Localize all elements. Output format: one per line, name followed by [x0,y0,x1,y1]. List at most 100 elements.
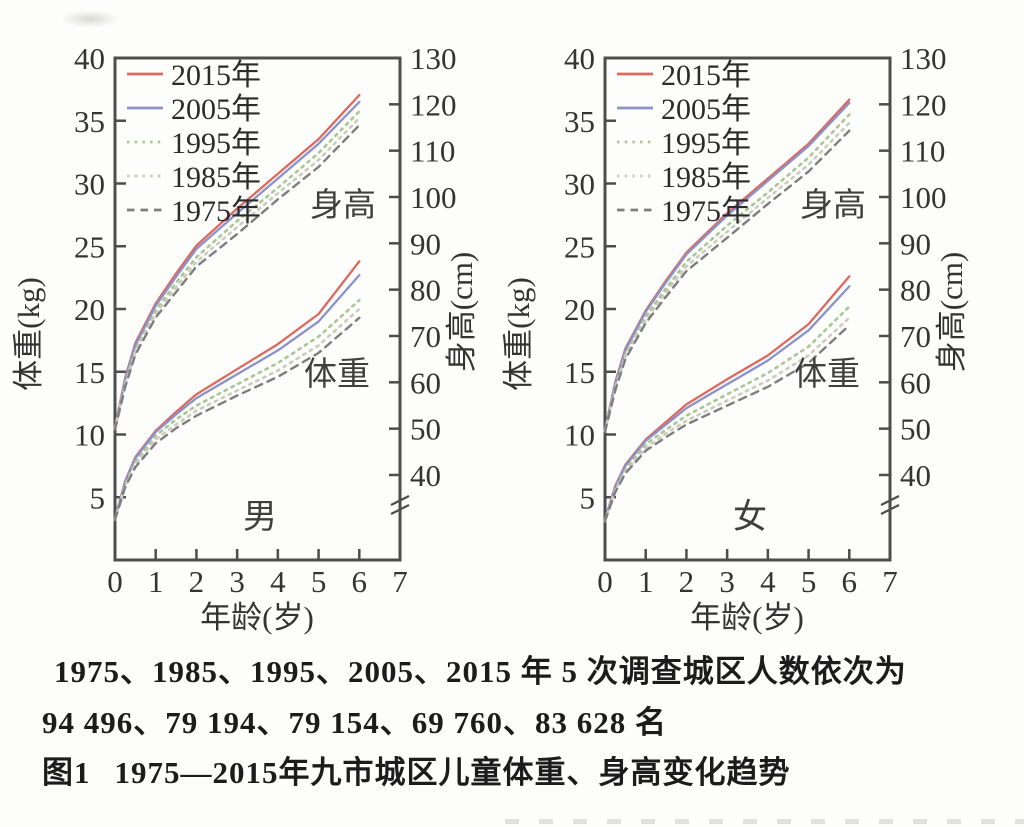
boys-x-tick-label: 6 [352,564,368,599]
boys-left-tick-label: 25 [74,229,105,264]
girls-weight-line-2005 [603,285,851,521]
girls-right-tick-label: 120 [900,87,947,122]
girls-legend-label-2015: 2015年 [661,59,751,92]
girls-left-tick-label: 25 [564,229,595,264]
boys-legend-label-1995: 1995年 [171,127,261,160]
boys-left-axis-title: 体重(kg) [11,277,46,391]
girls-axis-break-mark [880,504,900,515]
girls-right-tick-label: 130 [900,41,947,76]
boys-x-axis-title: 年龄(岁) [200,600,314,635]
girls-weight-line-2015 [603,275,851,521]
girls-x-tick-label: 4 [760,564,776,599]
boys-height-line-2005 [113,100,361,429]
girls-legend-label-1975: 1975年 [661,195,751,228]
girls-weight-line-1995 [603,305,851,523]
boys-left-tick-label: 35 [74,104,105,139]
boys-x-tick-label: 3 [229,564,245,599]
boys-weight-line-2005 [113,273,361,520]
boys-left-tick-label: 5 [90,480,106,515]
boys-right-axis-title: 身高(cm) [444,252,479,373]
girls-legend-label-1985: 1985年 [661,161,751,194]
girls-left-tick-label: 5 [580,480,596,515]
boys-legend-label-2015: 2015年 [171,59,261,92]
girls-right-tick-label: 50 [900,412,931,447]
boys-left-tick-label: 40 [74,41,105,76]
girls-sex-label: 女 [733,498,767,536]
girls-left-tick-label: 20 [564,292,595,327]
figure-title-row: 图1 1975—2015年九市城区儿童体重、身高变化趋势 [42,747,791,792]
girls-right-axis-title: 身高(cm) [934,252,969,373]
boys-sex-label: 男 [243,499,277,536]
boys-x-tick-label: 7 [392,564,408,599]
boys-legend-label-1985: 1985年 [171,161,261,194]
chart-girls: 0 1 2 3 4 5 6 751015202530354040506070809010011… [501,41,969,635]
girls-right-tick-label: 100 [900,180,947,215]
girls-right-tick-label: 90 [900,226,931,261]
girls-right-tick-label: 40 [900,458,931,493]
boys-right-tick-label: 100 [410,180,457,215]
boys-right-tick-label: 90 [410,226,441,261]
girls-right-tick-label: 110 [900,134,945,169]
girls-left-tick-label: 35 [564,104,595,139]
survey-counts-caption: 94 496、79 194、79 154、69 760、83 628 名 [42,705,667,740]
scan-smudge-artifact [60,10,120,28]
girls-left-tick-label: 15 [564,355,595,390]
boys-weight-line-1985 [113,307,361,522]
girls-left-tick-label: 40 [564,41,595,76]
boys-x-tick-label: 4 [270,564,286,599]
boys-right-tick-label: 60 [410,365,441,400]
girls-height-bundle-label: 身高 [800,187,866,224]
boys-left-tick-label: 20 [74,292,105,327]
boys-x-tick-label: 2 [189,564,205,599]
girls-legend-label-2005: 2005年 [661,93,751,126]
figure-title-text: 1975—2015年九市城区儿童体重、身高变化趋势 [114,755,791,790]
survey-years-caption: 1975、1985、1995、2005、2015 年 5 次调查城区人数依次为 [54,654,907,689]
boys-legend-label-1975: 1975年 [171,195,261,228]
girls-left-tick-label: 10 [564,418,595,453]
boys-axis-break-mark [390,495,410,506]
girls-height-line-2005 [603,101,851,432]
boys-right-tick-label: 110 [410,134,455,169]
boys-axis-break-mark [390,504,410,515]
girls-right-tick-label: 60 [900,365,931,400]
boys-left-tick-label: 10 [74,418,105,453]
boys-left-tick-label: 15 [74,355,105,390]
boys-x-tick-label: 5 [311,564,327,599]
figure-number-label: 图1 [42,755,91,790]
boys-right-tick-label: 130 [410,41,457,76]
boys-weight-bundle-label: 体重 [304,356,370,393]
girls-weight-line-1975 [603,324,851,523]
chart-boys: 0 1 2 3 4 5 6 751015202530354040506070809010011… [11,41,479,635]
girls-x-axis-title: 年龄(岁) [690,600,804,635]
boys-x-tick-label: 0 [107,564,123,599]
boys-height-bundle-label: 身高 [310,187,376,224]
boys-right-tick-label: 80 [410,273,441,308]
boys-right-tick-label: 50 [410,412,441,447]
girls-legend-label-1995: 1995年 [661,127,751,160]
girls-weight-line-1985 [603,316,851,523]
girls-height-line-1975 [603,129,851,434]
girls-right-tick-label: 80 [900,273,931,308]
boys-weight-line-1995 [113,298,361,522]
scan-streak-artifact [505,819,1024,824]
boys-x-tick-label: 1 [148,564,164,599]
boys-right-tick-label: 40 [410,458,441,493]
girls-x-tick-label: 5 [801,564,817,599]
girls-axis-break-mark [880,495,900,506]
girls-left-tick-label: 30 [564,167,595,202]
boys-right-tick-label: 120 [410,87,457,122]
boys-left-tick-label: 30 [74,167,105,202]
girls-x-tick-label: 1 [638,564,654,599]
boys-height-line-1985 [113,116,361,430]
girls-left-axis-title: 体重(kg) [501,277,536,391]
girls-x-tick-label: 6 [842,564,858,599]
girls-x-tick-label: 3 [719,564,735,599]
girls-x-tick-label: 0 [597,564,613,599]
girls-weight-bundle-label: 体重 [794,356,860,393]
boys-height-line-1975 [113,123,361,431]
growth-charts-canvas: 0 1 2 3 4 5 6 751015202530354040506070809010011… [11,41,969,635]
girls-x-tick-label: 2 [679,564,695,599]
boys-legend-label-2005: 2005年 [171,93,261,126]
boys-right-tick-label: 70 [410,319,441,354]
